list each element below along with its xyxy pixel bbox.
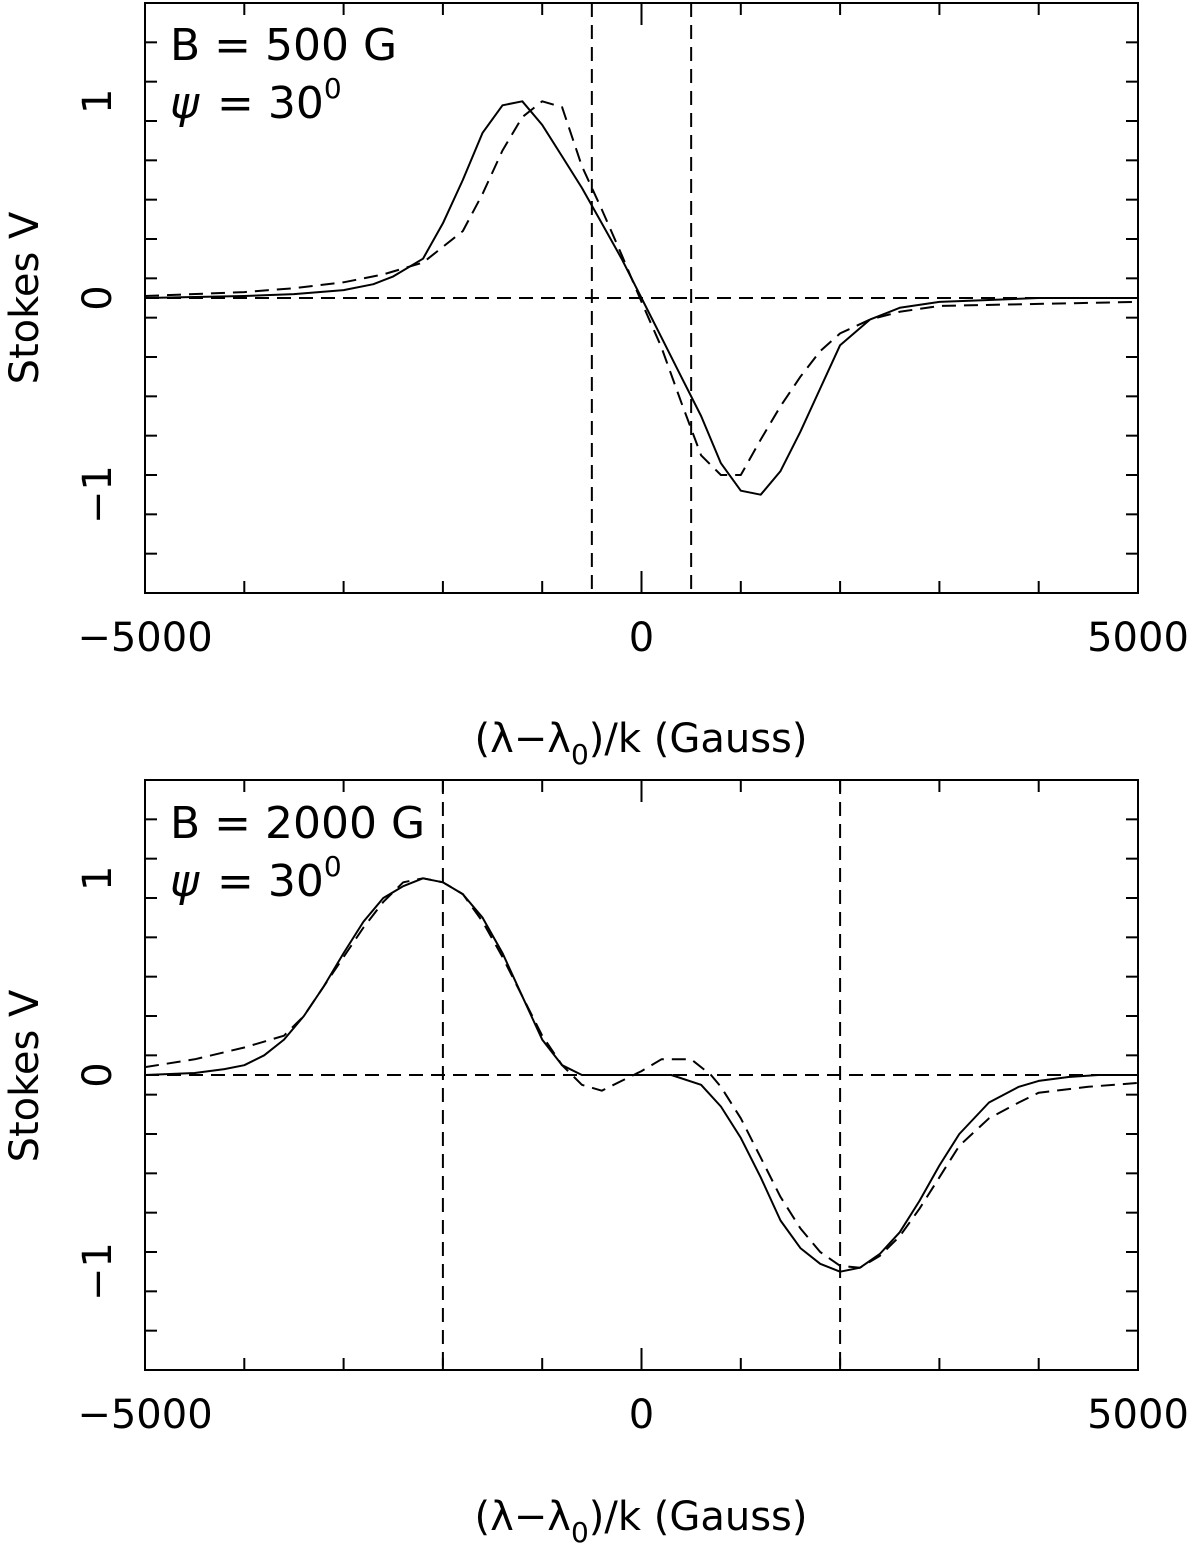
panel-b500: −5000 0 5000 10−1 B = 500 G ψ = 300 (λ−λ0)/…: [2, 2, 1189, 771]
angle-symbol: ψ: [170, 78, 200, 129]
series-layer: [144, 877, 1139, 1273]
y-tick-label: 1: [75, 89, 121, 114]
y-axis-label: Stokes V: [2, 989, 48, 1162]
angle-superscript: 0: [324, 850, 342, 883]
series-solid-line: [144, 877, 1138, 1273]
x-tick-label: −5000: [77, 615, 212, 661]
y-tick-label: 1: [75, 866, 121, 891]
series-layer: [144, 100, 1139, 496]
y-tick-labels: 1 0 −1: [75, 89, 121, 525]
y-axis-label: Stokes V: [2, 211, 48, 384]
angle-value: = 30: [217, 856, 324, 907]
angle-annotation: ψ = 300: [170, 850, 342, 907]
angle-value: = 30: [217, 78, 324, 129]
field-annotation: B = 2000 G: [170, 798, 425, 849]
y-tick-label: 0: [75, 285, 121, 310]
angle-symbol: ψ: [170, 856, 200, 907]
panel-b2000: −5000 0 5000 10−1 B = 2000 G ψ = 300 (λ−λ0)…: [2, 779, 1189, 1549]
field-annotation: B = 500 G: [170, 20, 397, 71]
x-tick-label: 0: [629, 1392, 654, 1438]
x-tick-labels: −5000 0 5000: [77, 615, 1189, 661]
y-tick-labels: 1 0 −1: [75, 866, 121, 1302]
x-tick-label: 0: [629, 615, 654, 661]
y-tick-label: −1: [75, 1242, 121, 1301]
y-tick-label: 0: [75, 1062, 121, 1087]
x-tick-label: 5000: [1087, 615, 1189, 661]
series-dashed-line: [144, 100, 1139, 476]
x-tick-labels: −5000 0 5000: [77, 1392, 1189, 1438]
x-axis-label: (λ−λ0)/k (Gauss): [474, 1494, 807, 1549]
y-tick-label: −1: [75, 465, 121, 524]
angle-annotation: ψ = 300: [170, 72, 342, 129]
ticks: [144, 2, 1139, 594]
x-tick-label: 5000: [1087, 1392, 1189, 1438]
angle-superscript: 0: [324, 72, 342, 105]
x-axis-label: (λ−λ0)/k (Gauss): [474, 716, 807, 771]
x-tick-label: −5000: [77, 1392, 212, 1438]
series-dashed-line: [144, 877, 1139, 1269]
